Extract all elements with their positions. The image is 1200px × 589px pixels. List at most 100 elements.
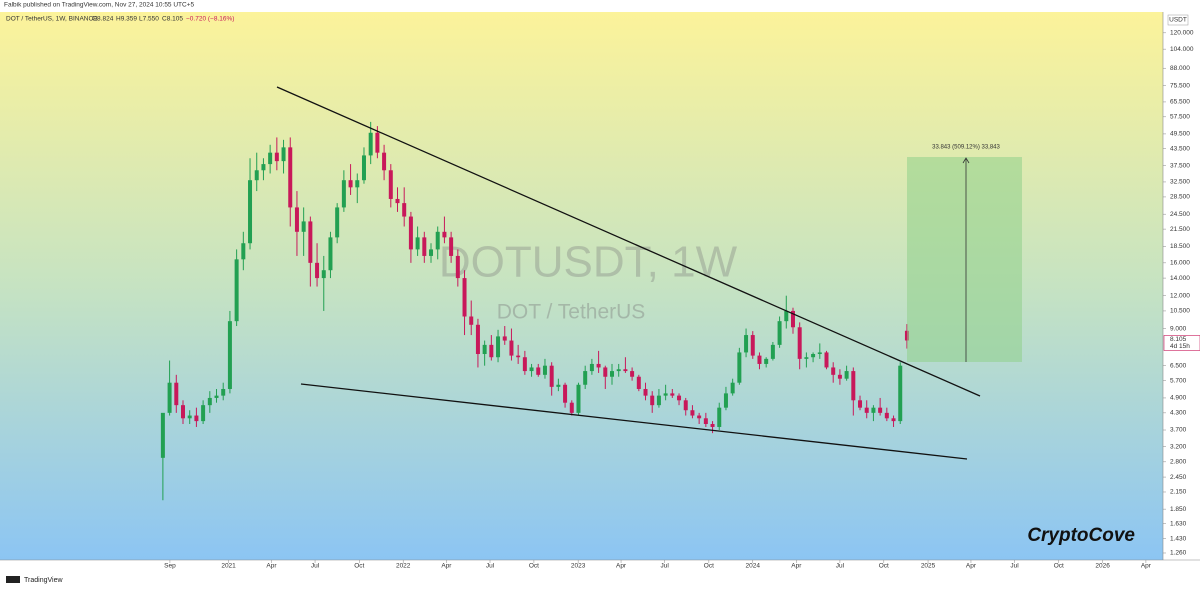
- candle: [274, 137, 279, 171]
- y-tick-label: 88.000: [1170, 65, 1190, 72]
- candle: [556, 378, 561, 392]
- marks: [160, 121, 909, 501]
- candle-body: [884, 412, 889, 419]
- candle: [335, 203, 340, 244]
- candle-body: [656, 395, 661, 406]
- candle-body: [744, 335, 749, 353]
- footer: [0, 570, 1200, 589]
- candle-body: [288, 147, 293, 208]
- candle-body: [878, 407, 883, 413]
- y-tick-label: 21.500: [1170, 226, 1190, 233]
- x-tick-label: 2021: [221, 563, 236, 570]
- candle-body: [174, 382, 179, 406]
- candle: [395, 187, 400, 212]
- candle: [315, 243, 320, 287]
- candle-body: [851, 371, 856, 401]
- candle: [583, 365, 588, 389]
- candle-body: [328, 237, 333, 271]
- candle: [429, 243, 434, 263]
- candle: [871, 405, 876, 422]
- candle-body: [784, 310, 789, 322]
- candle-body: [717, 407, 722, 427]
- candle-body: [663, 393, 668, 396]
- candle-body: [542, 365, 547, 375]
- candle: [837, 369, 842, 385]
- candle: [609, 363, 614, 385]
- candle: [516, 344, 521, 364]
- candle-body: [690, 410, 695, 416]
- x-tick-label: Oct: [529, 563, 539, 570]
- y-tick-label: 1.630: [1170, 520, 1187, 527]
- candle-body: [891, 418, 896, 422]
- candle: [214, 388, 219, 403]
- projection-box: [907, 157, 1022, 362]
- candle-body: [750, 335, 755, 356]
- measure-label: 33.843 (509.12%) 33,843: [932, 145, 1000, 151]
- candle-body: [227, 321, 232, 389]
- candle: [522, 350, 527, 375]
- candle-body: [187, 415, 192, 419]
- last-price-tag: [1163, 335, 1200, 351]
- candle-body: [797, 327, 802, 359]
- candle-body: [469, 316, 474, 325]
- candle-body: [509, 340, 514, 356]
- candle-body: [683, 400, 688, 411]
- candle-body: [770, 344, 775, 359]
- ohlc-close: C8.105: [162, 16, 183, 23]
- candle-body: [549, 365, 554, 387]
- candle-body: [415, 237, 420, 250]
- candle-body: [576, 384, 581, 413]
- candle-body: [844, 371, 849, 379]
- candle: [757, 352, 762, 370]
- candle-body: [482, 344, 487, 355]
- y-tick-label: 2.450: [1170, 474, 1187, 481]
- candle: [261, 158, 266, 181]
- support-trendline: [300, 383, 968, 460]
- y-tick-label: 75.500: [1170, 82, 1190, 89]
- candle-body: [522, 357, 527, 372]
- x-tick-label: Jul: [660, 563, 669, 570]
- y-tick-label: 120.000: [1170, 30, 1194, 37]
- y-tick-label: 4.900: [1170, 395, 1187, 402]
- candle: [744, 328, 749, 358]
- watermark-subtitle: DOT / TetherUS: [497, 301, 646, 324]
- candle-body: [811, 354, 816, 358]
- candle-body: [408, 216, 413, 250]
- candle: [301, 207, 306, 256]
- candle-body: [730, 382, 735, 394]
- x-tick-label: 2022: [396, 563, 411, 570]
- candle: [683, 397, 688, 416]
- candle: [455, 249, 460, 287]
- x-tick-label: Jul: [311, 563, 320, 570]
- x-tick-label: 2026: [1095, 563, 1110, 570]
- candle: [569, 400, 574, 416]
- y-tick-label: 32.500: [1170, 179, 1190, 186]
- x-tick-label: Apr: [441, 563, 452, 570]
- candle-body: [616, 369, 621, 372]
- x-tick-label: Apr: [266, 563, 277, 570]
- candle-body: [703, 418, 708, 425]
- y-tick-label: 18.500: [1170, 243, 1190, 250]
- candle: [194, 407, 199, 427]
- candle-body: [904, 330, 909, 341]
- y-tick-label: 3.200: [1170, 443, 1187, 450]
- candle-body: [824, 352, 829, 368]
- candle: [737, 347, 742, 385]
- candle-body: [496, 336, 501, 358]
- candle-body: [160, 412, 165, 458]
- candle: [234, 249, 239, 327]
- candle-body: [442, 231, 447, 238]
- candle: [355, 173, 360, 204]
- candle: [764, 357, 769, 368]
- candle: [207, 391, 212, 413]
- candle: [589, 358, 594, 375]
- y-tick-label: 16.000: [1170, 260, 1190, 267]
- candle-body: [254, 170, 259, 181]
- candle-body: [723, 393, 728, 408]
- candle-body: [603, 367, 608, 377]
- currency-box: [1167, 14, 1189, 26]
- candle: [596, 350, 601, 373]
- brand: TradingView: [24, 577, 63, 584]
- x-tick-label: Jul: [836, 563, 845, 570]
- candle-body: [294, 207, 299, 232]
